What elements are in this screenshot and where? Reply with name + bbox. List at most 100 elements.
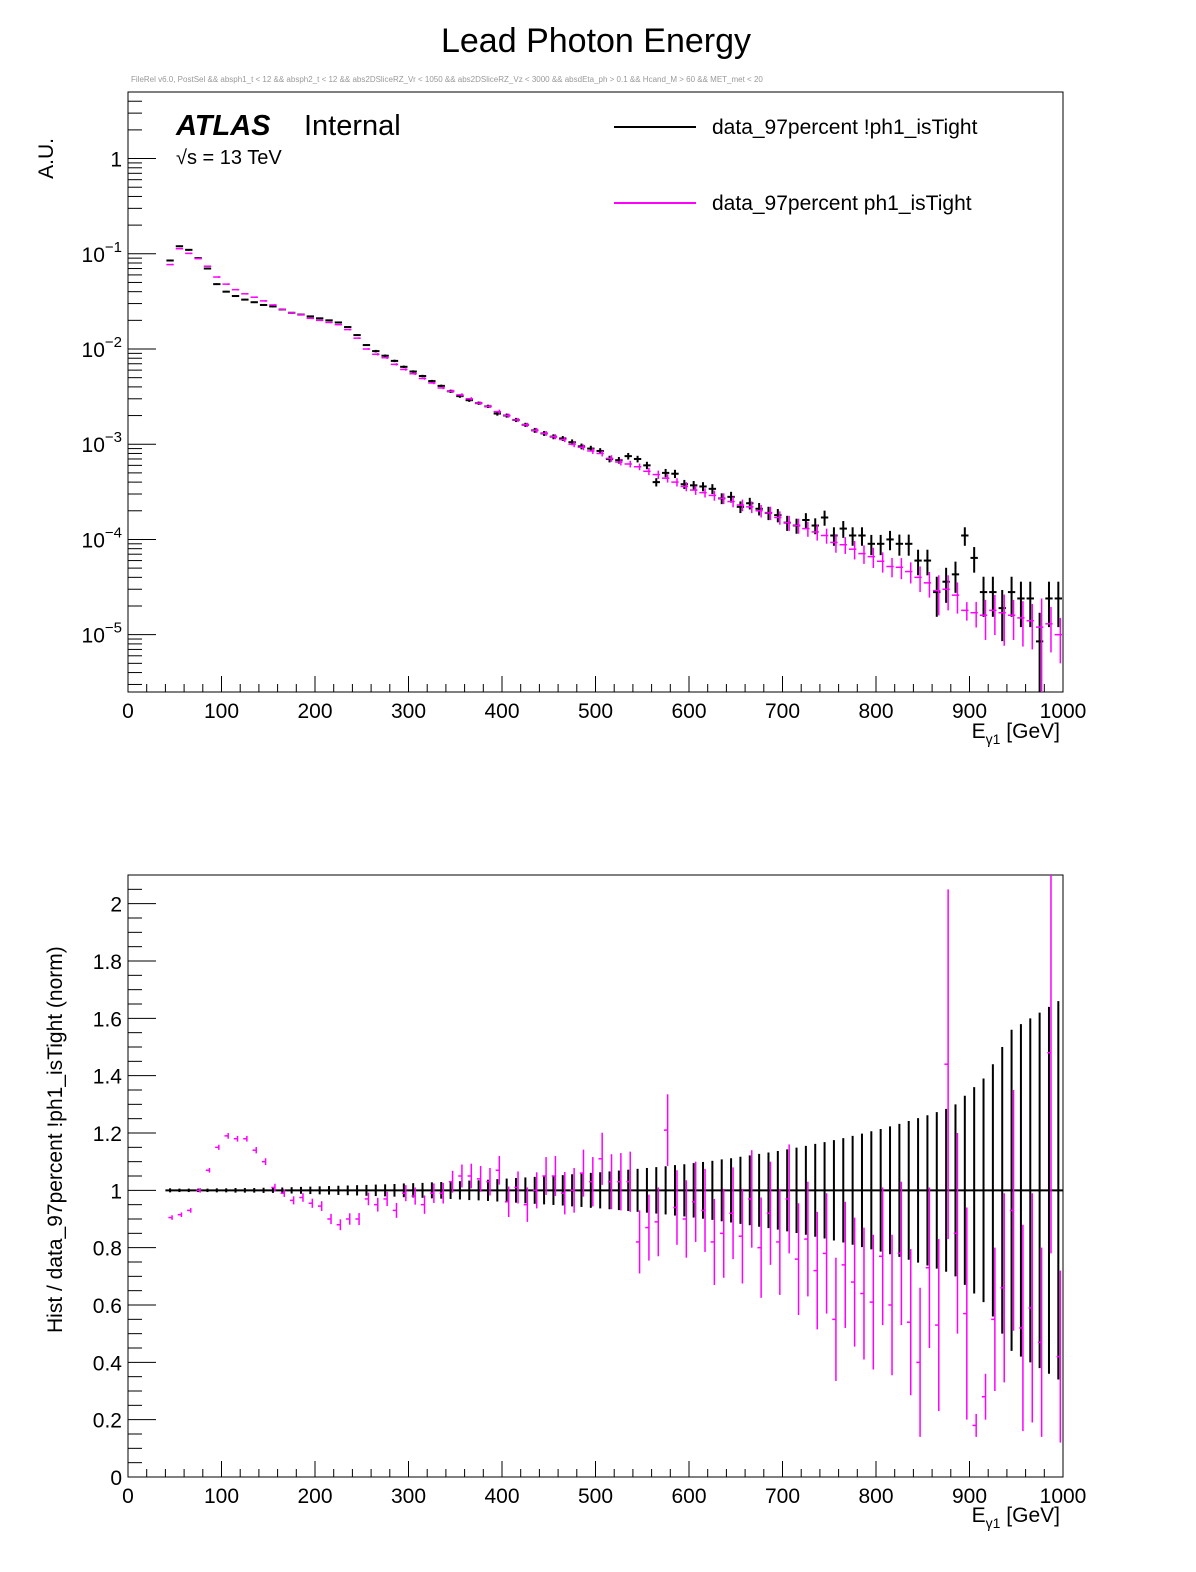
ratio-data-point: [860, 1227, 865, 1360]
ratio-data-point: [879, 1187, 884, 1326]
top-x-tick-label: 800: [858, 700, 893, 723]
top-data-point: [297, 313, 305, 316]
ratio-data-point: [533, 1172, 538, 1209]
ratio-data-point: [1037, 1247, 1043, 1437]
top-data-point: [764, 506, 773, 521]
top-x-tick-label: 200: [297, 700, 332, 723]
ratio-data-point: [1019, 1224, 1024, 1432]
top-data-point: [830, 534, 838, 553]
top-data-point: [867, 534, 875, 556]
top-data-point: [905, 562, 913, 584]
top-data-point: [858, 527, 866, 546]
top-data-points: [166, 245, 1062, 692]
top-data-point: [175, 247, 184, 250]
top-data-point: [241, 298, 249, 301]
top-data-point: [755, 505, 763, 518]
top-data-point: [278, 308, 286, 311]
ratio-x-axis-title: Eγ1 [GeV]: [972, 1504, 1060, 1531]
top-data-point: [961, 602, 969, 621]
ratio-data-point: [925, 1187, 931, 1348]
ratio-data-point: [1009, 1090, 1015, 1331]
top-data-point: [344, 326, 352, 329]
ratio-data-point: [280, 1189, 286, 1197]
top-x-tick-label: 0: [122, 700, 134, 723]
ratio-data-point: [551, 1155, 557, 1197]
internal-label: Internal: [304, 110, 401, 142]
ratio-y-tick-label: 0.6: [93, 1295, 122, 1318]
ratio-data-point: [682, 1180, 688, 1258]
ratio-data-point: [542, 1157, 547, 1195]
ratio-y-tick-label: 0.8: [93, 1238, 122, 1261]
top-data-point: [895, 558, 904, 580]
top-data-point: [877, 534, 885, 556]
top-data-point: [493, 409, 501, 414]
ratio-data-point: [205, 1167, 211, 1173]
ratio-x-tick-label: 600: [671, 1485, 706, 1508]
ratio-data-point: [888, 1234, 893, 1376]
ratio-data-point: [411, 1187, 416, 1205]
top-data-point: [951, 582, 960, 614]
top-data-point: [409, 372, 417, 375]
top-x-tick-label: 700: [765, 700, 800, 723]
top-data-point: [222, 290, 230, 293]
top-x-tick-label: 900: [952, 700, 987, 723]
top-data-point: [259, 303, 268, 306]
top-data-point: [699, 482, 707, 492]
top-data-point: [652, 470, 660, 479]
top-data-point: [1045, 607, 1053, 653]
top-data-point: [820, 528, 829, 544]
ratio-data-point: [1056, 1270, 1062, 1443]
ratio-data-point: [402, 1185, 407, 1202]
ratio-data-point: [776, 1188, 781, 1295]
ratio-data-point: [570, 1167, 575, 1213]
ratio-data-point: [1000, 1193, 1005, 1383]
ratio-data-point: [589, 1157, 594, 1207]
ratio-data-point: [944, 889, 949, 1240]
ratio-axis-ticks: [127, 874, 1064, 1478]
ratio-data-point: [673, 1170, 678, 1245]
ratio-data-point: [607, 1154, 613, 1210]
top-data-point: [456, 393, 464, 397]
ratio-data-point: [383, 1191, 388, 1207]
top-data-point: [325, 321, 333, 324]
top-x-tick-label: 100: [204, 700, 239, 723]
legend-label-tight: data_97percent ph1_isTight: [712, 192, 972, 215]
ratio-data-point: [523, 1187, 529, 1222]
top-data-point: [175, 245, 184, 248]
ratio-data-point: [448, 1170, 454, 1193]
top-data-point: [549, 434, 558, 440]
ratio-series-0: [169, 1001, 1060, 1380]
top-data-point: [998, 594, 1006, 646]
top-data-point: [1007, 599, 1016, 640]
ratio-x-tick-label: 700: [765, 1485, 800, 1508]
ratio-data-point: [738, 1188, 744, 1284]
ratio-data-point: [963, 1207, 968, 1420]
ratio-data-point: [617, 1153, 622, 1211]
ratio-x-tick-label: 800: [858, 1485, 893, 1508]
top-data-point: [839, 521, 847, 538]
top-data-point: [250, 296, 258, 299]
top-data-point: [727, 496, 735, 508]
ratio-y-tick-label: 1.8: [93, 951, 122, 974]
ratio-data-point: [308, 1198, 314, 1208]
top-data-point: [390, 363, 399, 366]
top-data-point: [531, 427, 539, 433]
top-data-point: [942, 575, 950, 611]
ratio-data-point: [907, 1249, 912, 1396]
ratio-data-point: [430, 1183, 435, 1203]
top-data-point: [989, 594, 997, 636]
ratio-x-tick-label: 900: [952, 1485, 987, 1508]
top-data-point: [418, 374, 427, 378]
ratio-data-point: [981, 1373, 987, 1420]
ratio-data-point: [458, 1164, 463, 1188]
top-data-point: [325, 319, 333, 322]
top-data-point: [970, 601, 978, 628]
top-data-point: [437, 384, 445, 388]
top-data-point: [820, 510, 829, 526]
top-data-point: [269, 304, 277, 306]
ratio-panel: 0 100 200 300 400 500 600 700 800 900 1000 0 0.2 0.4…: [44, 874, 1086, 1531]
ratio-y-tick-label: 0.2: [93, 1410, 122, 1433]
top-data-point: [746, 501, 754, 514]
ratio-data-point: [645, 1194, 650, 1261]
